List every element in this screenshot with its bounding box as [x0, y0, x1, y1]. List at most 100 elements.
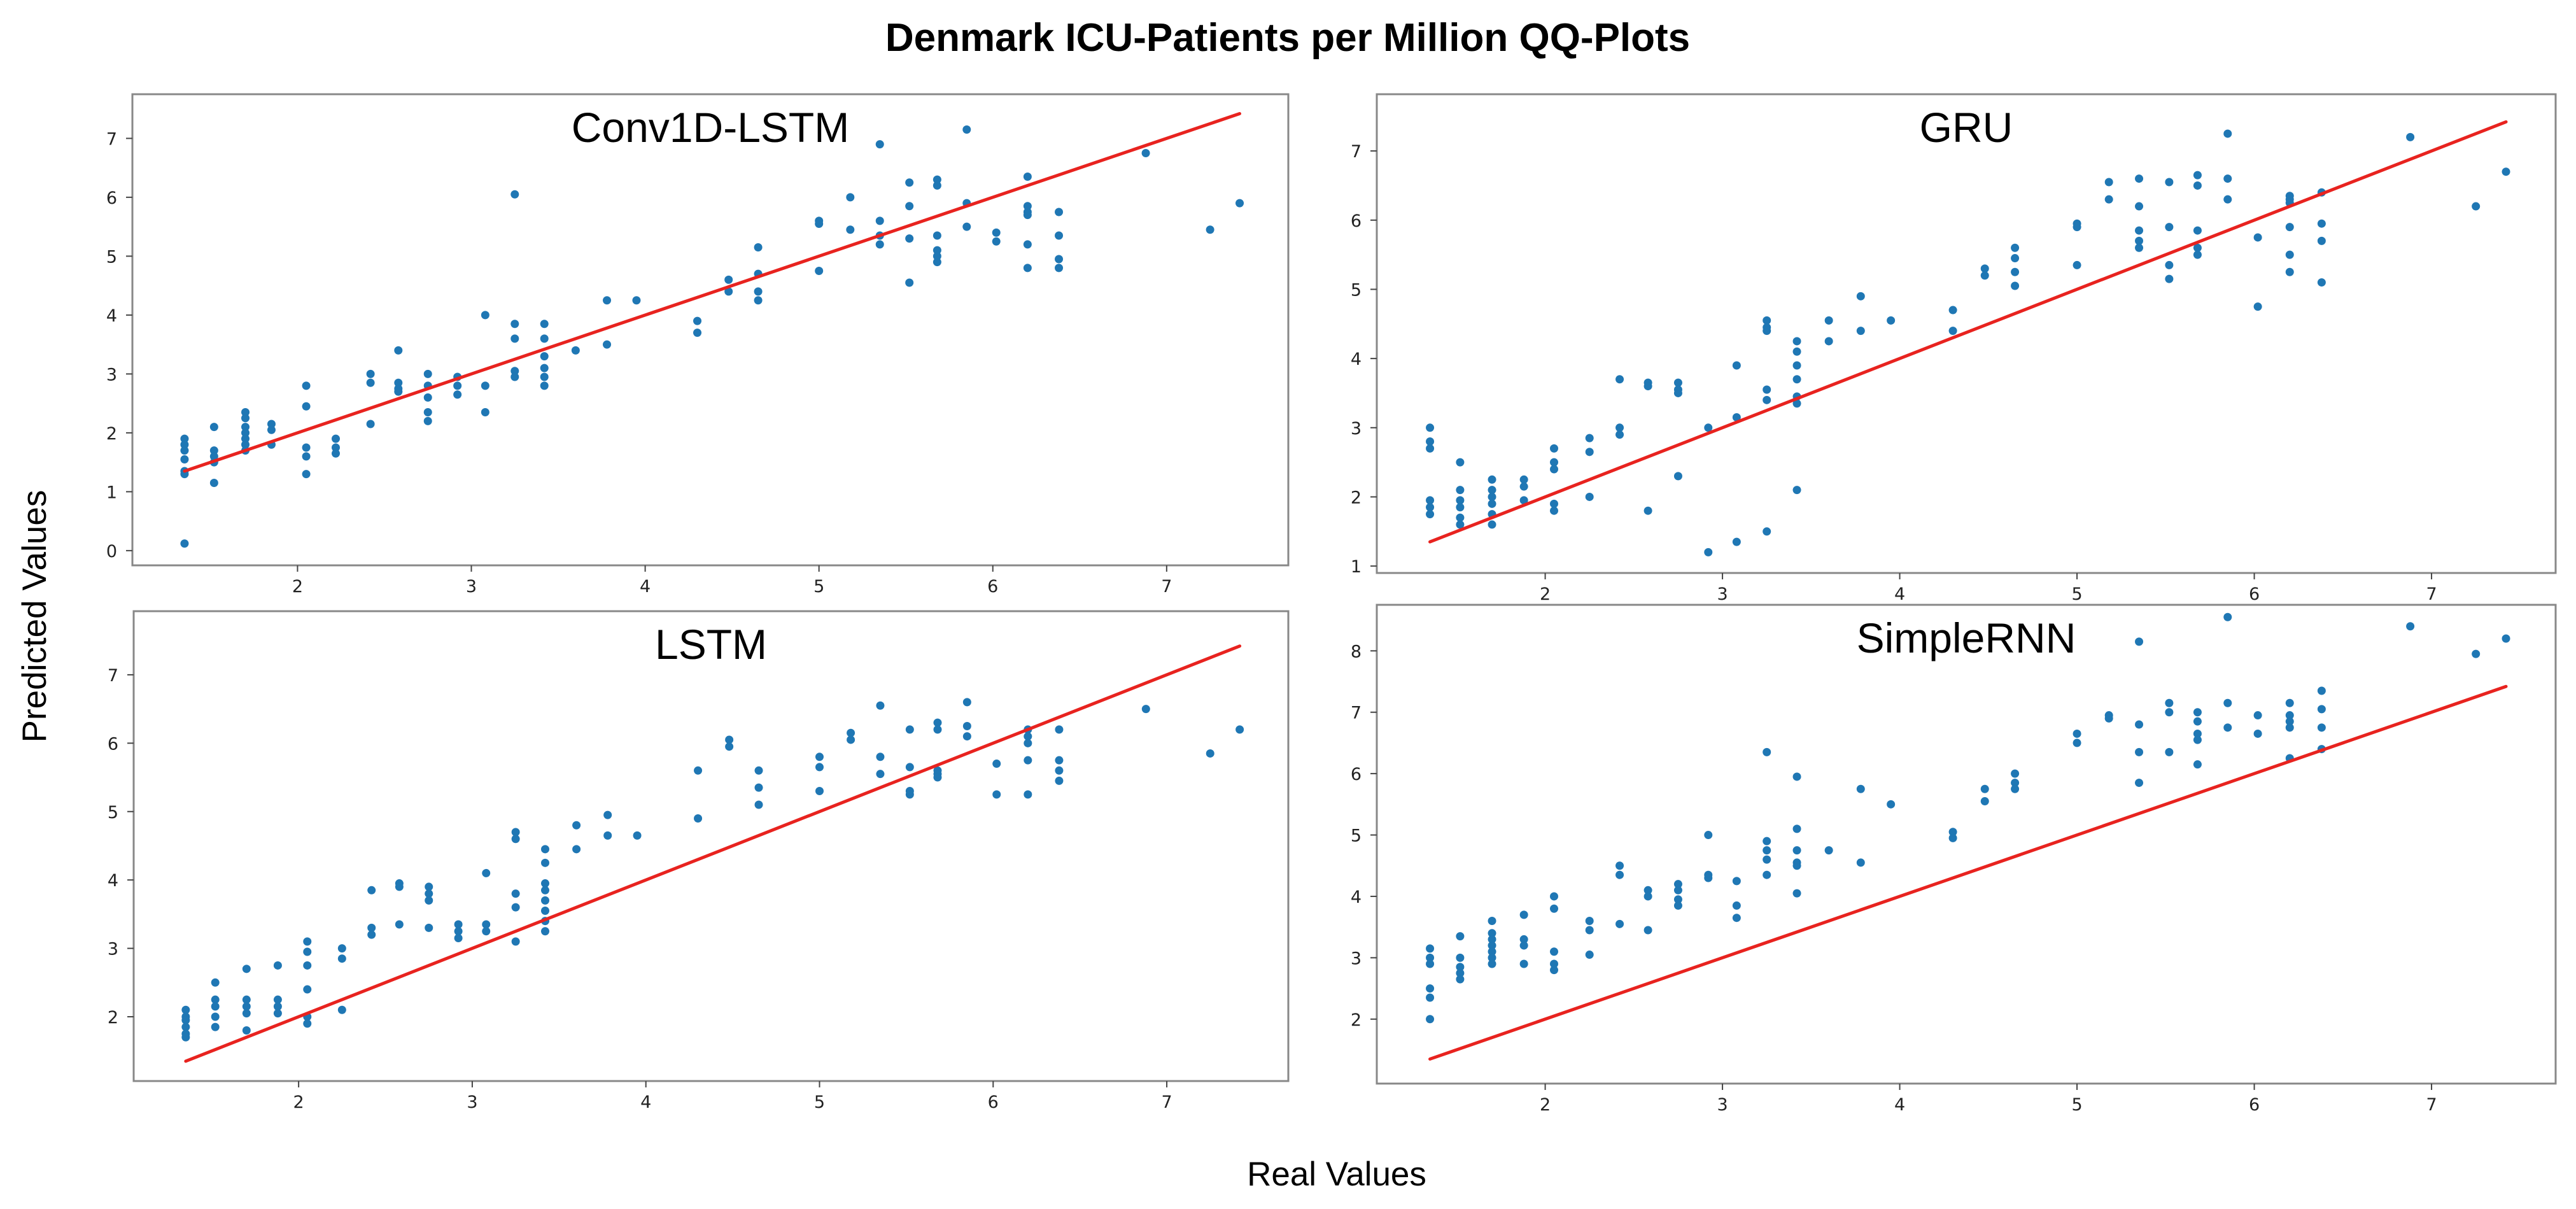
data-point — [1704, 873, 1713, 882]
data-point — [1763, 327, 1771, 336]
data-point — [992, 790, 1001, 799]
data-point — [1704, 831, 1713, 840]
data-point — [1763, 846, 1771, 855]
data-point — [2135, 747, 2144, 756]
data-point — [1704, 423, 1713, 432]
data-point — [209, 446, 218, 455]
data-point — [481, 311, 489, 320]
data-point — [1615, 861, 1624, 870]
data-point — [725, 742, 734, 751]
data-point — [1488, 486, 1496, 495]
data-point — [1456, 953, 1465, 962]
data-point — [540, 879, 549, 888]
data-point — [1856, 784, 1865, 793]
data-point — [962, 721, 971, 730]
data-point — [273, 1009, 282, 1018]
data-point — [540, 907, 549, 916]
data-point — [1643, 886, 1652, 894]
data-point — [2502, 167, 2510, 176]
data-point — [754, 243, 763, 251]
data-point — [1426, 959, 1435, 968]
data-point — [1824, 337, 1833, 346]
data-point — [303, 961, 312, 970]
data-point — [453, 381, 462, 390]
data-point — [482, 920, 491, 929]
data-point — [425, 896, 433, 905]
data-point — [1549, 947, 1558, 956]
data-point — [1488, 953, 1496, 962]
reference-line — [1428, 120, 2508, 544]
figure-title: Denmark ICU-Patients per Million QQ-Plot… — [885, 16, 1690, 60]
data-point — [1456, 513, 1465, 522]
data-point — [1456, 932, 1465, 941]
data-point — [754, 783, 763, 792]
data-point — [2011, 779, 2020, 788]
x-tick-label: 4 — [1894, 1095, 1905, 1115]
data-point — [2135, 226, 2144, 235]
data-point — [847, 735, 855, 744]
data-point — [876, 770, 885, 779]
panel-conv1d-lstm: Conv1D-LSTM 2 3 4 5 6 7 0 1 2 3 4 5 6 7 — [106, 93, 1290, 597]
data-point — [1732, 413, 1741, 421]
data-point — [905, 178, 914, 187]
data-point — [180, 539, 189, 548]
data-point — [1615, 870, 1624, 879]
data-point — [366, 420, 375, 428]
data-point — [2472, 649, 2481, 658]
data-point — [2104, 195, 2113, 204]
data-point — [1488, 492, 1496, 501]
y-tick-label: 5 — [108, 803, 118, 823]
data-point — [540, 381, 549, 390]
data-point — [540, 886, 549, 894]
data-point — [2073, 729, 2081, 738]
data-point — [1024, 739, 1032, 747]
data-point — [241, 423, 250, 432]
y-tick-label: 2 — [108, 1008, 118, 1028]
plot-area-simplernn — [1376, 604, 2557, 1085]
data-point — [1055, 208, 1064, 216]
data-point — [1856, 292, 1865, 300]
x-tick-label: 4 — [1894, 584, 1905, 604]
data-point — [1023, 202, 1032, 211]
data-point — [2104, 178, 2113, 187]
data-point — [2406, 132, 2415, 141]
data-point — [815, 267, 824, 275]
data-point — [962, 125, 971, 134]
data-point — [1426, 1015, 1435, 1024]
data-point — [1704, 548, 1713, 556]
data-point — [1792, 889, 1801, 898]
data-point — [2317, 236, 2326, 245]
data-point — [267, 420, 276, 428]
data-point — [2317, 278, 2326, 287]
data-point — [933, 251, 941, 260]
data-point — [540, 858, 549, 867]
data-point — [211, 995, 220, 1004]
data-point — [2165, 698, 2174, 707]
data-point — [876, 753, 885, 761]
data-point — [571, 346, 580, 355]
data-point — [815, 787, 824, 796]
data-point — [1488, 935, 1496, 944]
data-point — [180, 440, 189, 449]
data-point — [181, 1015, 190, 1024]
data-point — [693, 329, 702, 337]
x-tick-label: 5 — [2071, 1095, 2082, 1115]
data-point — [1055, 255, 1064, 264]
data-point — [242, 965, 251, 973]
y-tick-label: 3 — [1351, 419, 1362, 439]
data-point — [1488, 917, 1496, 926]
data-point — [754, 800, 763, 809]
data-point — [1519, 496, 1528, 505]
data-point — [367, 930, 376, 939]
data-point — [1426, 953, 1435, 962]
data-point — [482, 927, 491, 936]
x-tick-label: 3 — [1717, 584, 1728, 604]
data-point — [1488, 499, 1496, 508]
y-tick-label: 5 — [1351, 826, 1362, 846]
data-point — [724, 287, 733, 296]
data-point — [1519, 475, 1528, 484]
plot-area-conv1d-lstm — [131, 93, 1290, 567]
x-tick-label: 7 — [1161, 1092, 1172, 1112]
panel-title-conv1d-lstm: Conv1D-LSTM — [572, 104, 849, 151]
reference-line — [184, 644, 1242, 1063]
